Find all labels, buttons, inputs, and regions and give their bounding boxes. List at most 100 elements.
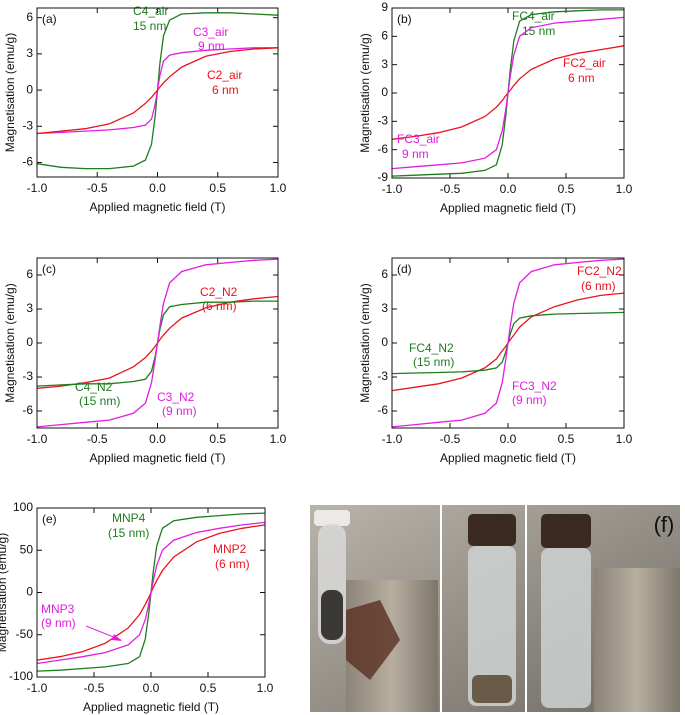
y-tick-label: -6	[377, 403, 388, 417]
series-name: MNP2	[213, 542, 247, 556]
series-note: (15 nm)	[108, 526, 149, 540]
series-name: FC3_air	[397, 132, 440, 146]
y-tick-label: 3	[26, 301, 33, 315]
series-line	[36, 47, 279, 135]
y-tick-label: 3	[381, 57, 388, 71]
plot-frame	[36, 507, 266, 678]
y-tick-label: -6	[22, 155, 33, 169]
panel-label: (e)	[42, 512, 57, 526]
y-tick-label: 0	[381, 85, 388, 99]
x-tick-label: 1.0	[616, 432, 633, 446]
x-tick-label: -0.5	[440, 182, 461, 196]
series-note: (9 nm)	[162, 404, 197, 418]
x-tick-label: 0.0	[143, 681, 160, 695]
series-line	[391, 258, 625, 428]
x-tick-label: 0.5	[209, 432, 226, 446]
y-tick-label: -6	[22, 403, 33, 417]
series-name: C3_N2	[157, 390, 195, 404]
y-tick-label: -9	[377, 170, 388, 184]
series-note: 15 nm	[133, 19, 166, 33]
series-note: (9 nm)	[41, 616, 76, 630]
series-line	[391, 16, 625, 170]
series-note: (6 nm)	[215, 557, 250, 571]
panel-label: (c)	[42, 262, 56, 276]
y-axis-label: Magnetisation (emu/g)	[3, 283, 17, 402]
y-tick-label: 0	[26, 585, 33, 599]
y-tick-label: 6	[26, 10, 33, 24]
arrow-head	[112, 634, 122, 641]
series-note: (15 nm)	[79, 394, 120, 408]
panel-label: (b)	[397, 12, 412, 26]
x-tick-label: 0.5	[200, 681, 217, 695]
series-name: FC4_N2	[409, 341, 454, 355]
y-axis-label: Magnetisation (emu/g)	[358, 283, 372, 402]
y-tick-label: -3	[22, 118, 33, 132]
plot-frame	[391, 257, 625, 429]
y-tick-label: 6	[381, 267, 388, 281]
chart: -1.0 -0.5 0.0 0.5 1.0 -6 -3 0 3 6 C2_N2(6 nm) C4_N2…	[3, 257, 287, 465]
y-axis-label: Magnetisation (emu/g)	[0, 533, 9, 652]
x-tick-label: 0.5	[209, 181, 226, 195]
panel-label: (d)	[397, 262, 412, 276]
series-name: FC3_N2	[512, 379, 557, 393]
y-tick-label: 6	[26, 267, 33, 281]
x-tick-label: -1.0	[382, 182, 403, 196]
photo: (f)	[310, 505, 680, 712]
x-tick-label: 0.0	[500, 432, 517, 446]
y-axis-label: Magnetisation (emu/g)	[358, 33, 372, 152]
x-axis-label: Applied magnetic field (T)	[83, 700, 219, 714]
series-name: C2_air	[207, 68, 242, 82]
series-name: C2_N2	[200, 285, 238, 299]
series-note: 9 nm	[402, 147, 429, 161]
x-tick-label: 1.0	[270, 181, 287, 195]
series-line	[36, 258, 279, 428]
series-note: 6 nm	[568, 71, 595, 85]
plot-frame	[391, 7, 625, 179]
x-tick-label: -1.0	[27, 681, 48, 695]
x-axis-label: Applied magnetic field (T)	[89, 451, 225, 465]
chart: -1.0 -0.5 0.0 0.5 1.0 -100 -50 0 50 100 MNP4(15 nm…	[0, 500, 274, 714]
x-axis-label: Applied magnetic field (T)	[440, 201, 576, 215]
x-tick-label: -1.0	[27, 432, 48, 446]
y-tick-label: 100	[13, 500, 33, 514]
x-tick-label: -0.5	[87, 181, 108, 195]
series-name: FC2_air	[563, 56, 606, 70]
x-tick-label: 0.0	[149, 181, 166, 195]
x-tick-label: 1.0	[257, 681, 274, 695]
panel-label: (f)	[654, 512, 675, 537]
series-note: 6 nm	[212, 83, 239, 97]
y-tick-label: 0	[26, 82, 33, 96]
chart: -1.0 -0.5 0.0 0.5 1.0 -6 -3 0 3 6 FC2_N2(6 nm) FC4_…	[358, 257, 633, 465]
x-tick-label: 0.5	[558, 432, 575, 446]
y-tick-label: 9	[381, 0, 388, 14]
y-tick-label: 3	[381, 301, 388, 315]
x-tick-label: 0.0	[149, 432, 166, 446]
series-name: MNP3	[41, 602, 75, 616]
y-tick-label: 0	[381, 335, 388, 349]
y-tick-label: 0	[26, 335, 33, 349]
plot-frame	[36, 257, 279, 429]
series-name: C3_air	[193, 25, 228, 39]
series-name: FC2_N2	[577, 264, 622, 278]
y-tick-label: -3	[22, 369, 33, 383]
series-name: FC4_air	[512, 9, 555, 23]
y-tick-label: 3	[26, 46, 33, 60]
series-name: MNP4	[112, 511, 146, 525]
x-tick-label: -0.5	[84, 681, 105, 695]
x-tick-label: 1.0	[270, 432, 287, 446]
y-tick-label: -6	[377, 142, 388, 156]
y-tick-label: -3	[377, 369, 388, 383]
series-note: (6 nm)	[581, 279, 616, 293]
x-axis-label: Applied magnetic field (T)	[440, 451, 576, 465]
x-tick-label: 0.5	[558, 182, 575, 196]
x-axis-label: Applied magnetic field (T)	[89, 200, 225, 214]
series-name: C4_air	[133, 4, 168, 18]
y-tick-label: 6	[381, 29, 388, 43]
x-tick-label: -0.5	[440, 432, 461, 446]
x-tick-label: 0.0	[500, 182, 517, 196]
y-axis-label: Magnetisation (emu/g)	[3, 33, 17, 152]
series-note: 9 nm	[198, 39, 225, 53]
